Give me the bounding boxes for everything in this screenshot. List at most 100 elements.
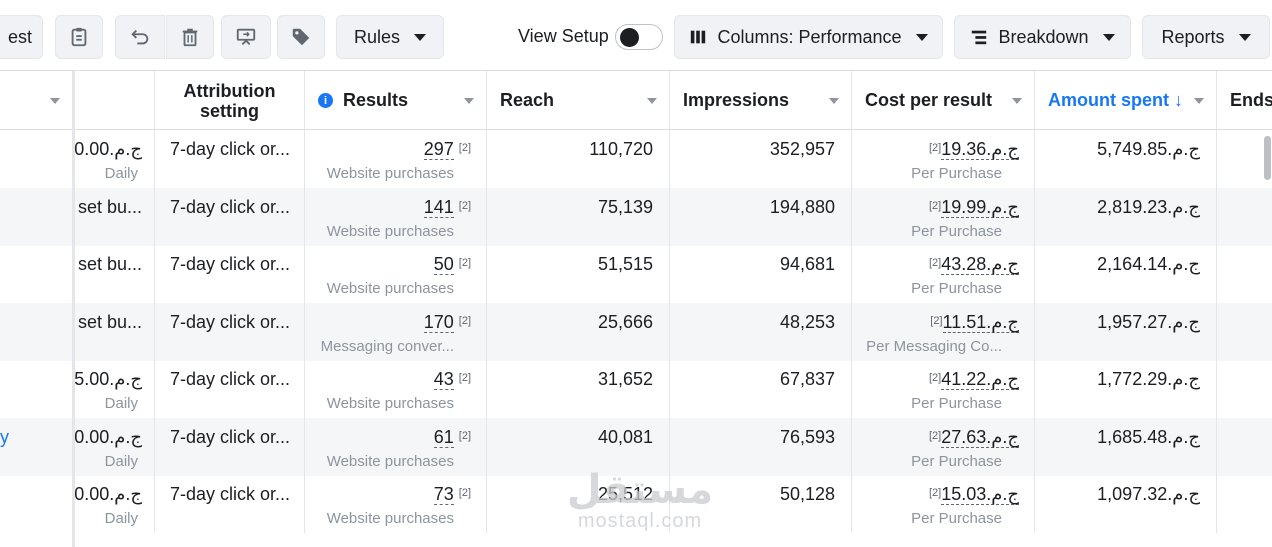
budget-type: Daily — [104, 452, 138, 470]
info-icon[interactable]: i — [318, 93, 333, 108]
budget-type: Daily — [104, 395, 138, 412]
budget-value: ج.م.00.00 — [75, 484, 142, 504]
cost-value[interactable]: ج.م.19.36 — [941, 139, 1019, 160]
table-row[interactable]: ج.م.35.00 Daily 7-day click or... 43 [2] Webs… — [0, 360, 1272, 418]
header-reach[interactable]: Reach — [487, 71, 670, 130]
results-value[interactable]: 141 — [423, 196, 454, 218]
header-results[interactable]: i Results — [305, 71, 487, 130]
cell-spent: ج.م.2,819.23 — [1035, 187, 1217, 246]
reach-value: 25,666 — [597, 311, 653, 332]
cell-reach: 40,081 — [487, 417, 670, 476]
header-attribution[interactable]: Attribution setting — [155, 71, 305, 130]
table-row[interactable]: set bu... 7-day click or... 141 [2] Website … — [0, 187, 1272, 246]
header-ends[interactable]: Ends — [1217, 71, 1272, 130]
results-type: Messaging conver... — [320, 337, 454, 355]
cell-results: 73 [2] Website purchases — [305, 475, 487, 533]
cell-ends — [1217, 303, 1272, 361]
cost-type: Per Purchase — [911, 222, 1002, 240]
test-button[interactable]: est — [0, 15, 43, 59]
cost-type: Per Purchase — [911, 510, 1002, 527]
results-type: Website purchases — [326, 280, 454, 297]
cell-name — [0, 187, 73, 246]
reports-button[interactable]: Reports — [1142, 15, 1270, 59]
header-amount-spent[interactable]: Amount spent ↓ — [1035, 71, 1217, 130]
results-ref: [2] — [458, 199, 471, 212]
results-type: Website purchases — [326, 452, 454, 470]
tag-button[interactable] — [277, 15, 325, 59]
cell-results: 141 [2] Website purchases — [305, 187, 487, 246]
header-cost-per-result[interactable]: Cost per result — [852, 71, 1035, 130]
cell-spent: ج.م.1,685.48 — [1035, 417, 1217, 476]
impressions-value: 352,957 — [769, 139, 835, 159]
duplicate-button[interactable] — [55, 15, 103, 59]
cell-impressions: 67,837 — [670, 360, 852, 418]
results-ref: [2] — [458, 142, 471, 154]
impressions-value: 48,253 — [779, 311, 835, 332]
table-row[interactable]: ج.م.00.00 Daily 7-day click or... 73 [2] Webs… — [0, 475, 1272, 533]
cost-value[interactable]: ج.م.11.51 — [942, 311, 1019, 333]
cell-name — [0, 360, 73, 418]
results-value[interactable]: 50 — [433, 254, 454, 275]
cell-ends — [1217, 418, 1272, 476]
impressions-value: 50,128 — [779, 484, 835, 504]
toggle-knob — [620, 28, 639, 47]
cell-results: 43 [2] Website purchases — [305, 360, 487, 418]
export-button[interactable] — [221, 15, 271, 59]
table-row[interactable]: y ج.م.00.00 Daily 7-day click or... 61 [2] Web… — [0, 417, 1272, 476]
cell-reach: 31,652 — [487, 360, 670, 418]
cost-value[interactable]: ج.م.41.22 — [941, 369, 1019, 390]
cell-spent: ج.م.2,164.14 — [1035, 245, 1217, 303]
delete-button[interactable] — [166, 15, 214, 59]
cost-value[interactable]: ج.م.15.03 — [941, 484, 1019, 505]
budget-value: ج.م.35.00 — [75, 369, 142, 389]
budget-value: set bu... — [77, 196, 142, 217]
undo-button[interactable] — [115, 15, 165, 59]
results-value[interactable]: 170 — [423, 311, 454, 333]
table-row[interactable]: set bu... 7-day click or... 50 [2] Website p… — [0, 245, 1272, 303]
header-cost-label: Cost per result — [865, 90, 993, 110]
cell-attribution: 7-day click or... — [155, 130, 305, 188]
cell-attribution: 7-day click or... — [155, 417, 305, 476]
ad-name-link[interactable]: y — [0, 426, 9, 447]
header-budget[interactable] — [75, 71, 155, 130]
table-row[interactable]: set bu... 7-day click or... 170 [2] Messagin… — [0, 302, 1272, 361]
view-setup-toggle[interactable] — [615, 24, 663, 50]
cell-reach: 75,139 — [487, 187, 670, 246]
vertical-scrollbar[interactable] — [1264, 136, 1271, 180]
impressions-value: 67,837 — [779, 369, 835, 389]
cell-name — [0, 475, 73, 533]
amount-spent-value: ج.م.1,957.27 — [1097, 311, 1200, 332]
cost-value[interactable]: ج.م.43.28 — [941, 254, 1019, 275]
header-reach-label: Reach — [500, 90, 555, 110]
results-value[interactable]: 73 — [433, 484, 454, 505]
chevron-down-icon — [1194, 98, 1204, 104]
cell-cost: ج.م.19.99[2] Per Purchase — [852, 187, 1035, 246]
ads-table: Attribution setting i Results Reach Impr… — [0, 71, 1272, 547]
cost-type: Per Purchase — [911, 452, 1002, 470]
cell-name — [0, 245, 73, 303]
cost-value[interactable]: ج.م.19.99 — [941, 196, 1019, 218]
cell-name — [0, 302, 73, 361]
cell-reach: 51,515 — [487, 245, 670, 303]
amount-spent-value: ج.م.1,097.32 — [1097, 484, 1200, 504]
results-value[interactable]: 61 — [433, 426, 454, 448]
chevron-down-icon — [414, 33, 427, 41]
table-row[interactable]: ج.م.50.00 Daily 7-day click or... 297 [2] Web… — [0, 130, 1272, 188]
columns-button[interactable]: Columns: Performance — [674, 15, 943, 59]
cell-results: 297 [2] Website purchases — [305, 130, 487, 188]
cost-ref: [2] — [930, 314, 943, 327]
results-value[interactable]: 297 — [423, 139, 454, 160]
table-header: Attribution setting i Results Reach Impr… — [0, 71, 1272, 130]
attribution-value: 7-day click or... — [170, 139, 291, 159]
cost-value[interactable]: ج.م.27.63 — [941, 426, 1019, 448]
header-impressions[interactable]: Impressions — [670, 71, 852, 130]
chevron-down-icon — [829, 98, 839, 104]
cell-budget: set bu... — [75, 187, 155, 246]
breakdown-button[interactable]: Breakdown — [954, 15, 1131, 59]
header-name[interactable] — [0, 71, 73, 130]
rules-button[interactable]: Rules — [336, 15, 444, 59]
cost-ref: [2] — [928, 257, 942, 269]
results-value[interactable]: 43 — [433, 369, 454, 390]
results-ref: [2] — [458, 429, 471, 442]
results-type: Website purchases — [326, 510, 454, 527]
